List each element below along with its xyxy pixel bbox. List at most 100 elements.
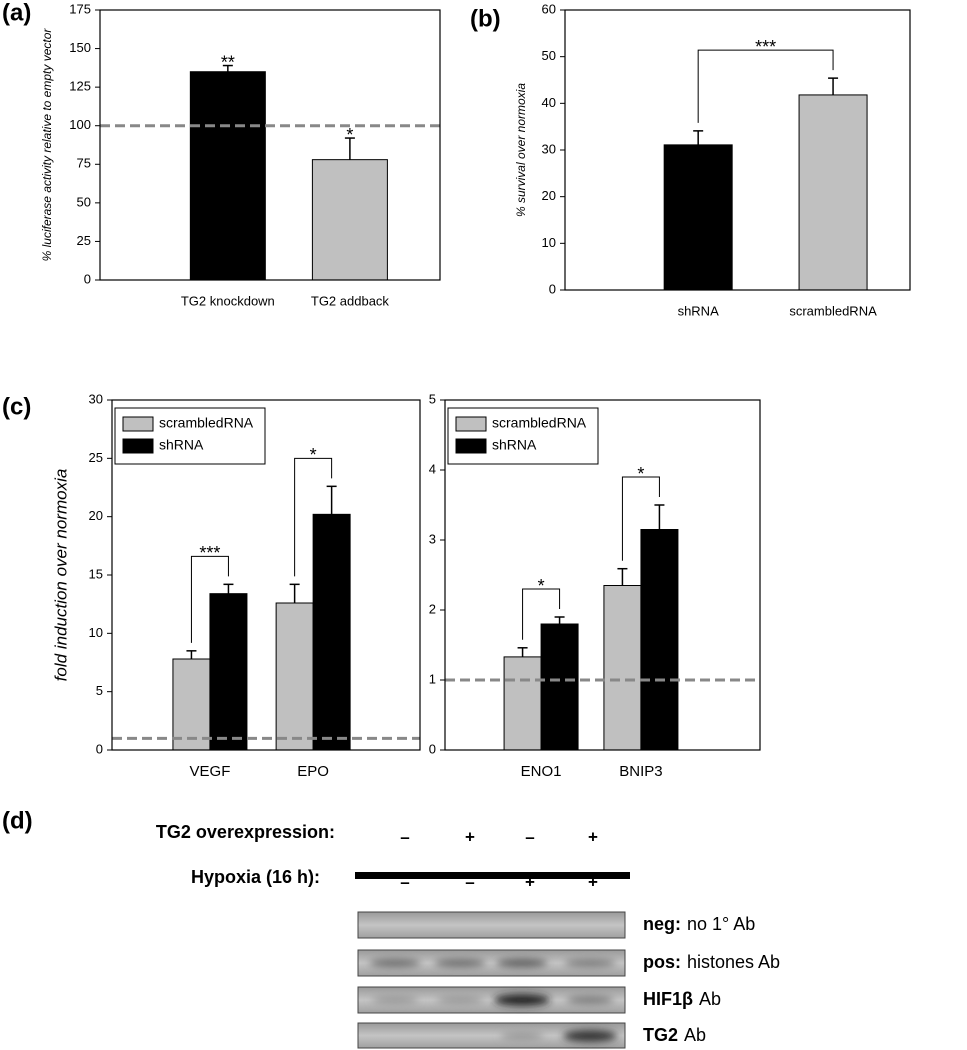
significance-label: *	[637, 464, 644, 484]
legend-label: scrambledRNA	[492, 415, 587, 431]
x-tick-label: scrambledRNA	[789, 303, 877, 318]
condition-sign: –	[400, 872, 409, 891]
row-label-bold: pos:	[643, 952, 681, 972]
y-tick-label: 5	[96, 683, 103, 698]
significance-bracket	[294, 457, 333, 577]
condition-label: Hypoxia (16 h):	[191, 867, 320, 887]
row-label: neg: no 1° Ab	[643, 914, 755, 934]
bar	[540, 623, 579, 751]
row-label-text: Ab	[699, 989, 721, 1009]
y-tick-label: 0	[84, 271, 91, 286]
y-axis-label: fold induction over normoxia	[51, 469, 70, 682]
bar	[312, 513, 351, 751]
x-tick-label: TG2 addback	[311, 293, 390, 308]
condition-sign: +	[588, 827, 598, 846]
significance-bracket	[621, 476, 660, 561]
bar	[189, 71, 266, 281]
gel-top-bar	[355, 872, 630, 879]
significance-label: **	[221, 52, 235, 72]
significance-bracket	[697, 49, 834, 123]
significance-label: *	[346, 125, 353, 145]
plot-frame	[111, 399, 421, 751]
condition-sign: +	[525, 872, 535, 891]
legend-swatch	[455, 438, 487, 454]
x-tick-label: ENO1	[521, 763, 562, 780]
bar	[603, 585, 642, 751]
y-tick-label: 1	[429, 671, 436, 686]
row-label-text: histones Ab	[687, 952, 780, 972]
legend-label: shRNA	[492, 437, 537, 453]
x-tick-label: EPO	[297, 763, 329, 780]
bar	[275, 602, 314, 751]
y-tick-label: 30	[89, 391, 103, 406]
row-label: TG2 Ab	[643, 1025, 706, 1045]
condition-sign: –	[465, 872, 474, 891]
y-tick-label: 175	[69, 1, 91, 16]
y-tick-label: 0	[549, 281, 556, 296]
significance-label: ***	[755, 37, 776, 57]
y-tick-label: 60	[542, 1, 556, 16]
y-tick-label: 75	[77, 156, 91, 171]
y-tick-label: 20	[542, 188, 556, 203]
y-axis-label: % luciferase activity relative to empty …	[40, 28, 54, 262]
significance-bracket	[190, 555, 229, 643]
row-label-bold: HIF1β	[643, 989, 693, 1009]
row-label-text: no 1° Ab	[687, 914, 755, 934]
legend-swatch	[122, 438, 154, 454]
legend-label: shRNA	[159, 437, 204, 453]
x-tick-label: VEGF	[190, 763, 231, 780]
row-label: HIF1β Ab	[643, 989, 721, 1009]
y-tick-label: 25	[77, 233, 91, 248]
plot-frame	[444, 399, 761, 751]
y-tick-label: 15	[89, 566, 103, 581]
bar	[798, 94, 868, 291]
y-tick-label: 0	[96, 741, 103, 756]
gel-strip	[357, 911, 626, 939]
y-tick-label: 150	[69, 40, 91, 55]
y-tick-label: 40	[542, 95, 556, 110]
y-tick-label: 10	[542, 235, 556, 250]
condition-sign: –	[400, 827, 409, 846]
gel	[355, 872, 630, 1049]
panel-label: (d)	[2, 807, 33, 834]
legend-label: scrambledRNA	[159, 415, 254, 431]
row-label-bold: TG2	[643, 1025, 678, 1045]
y-tick-label: 20	[89, 508, 103, 523]
y-tick-label: 50	[77, 194, 91, 209]
row-label: pos: histones Ab	[643, 952, 780, 972]
y-tick-label: 3	[429, 531, 436, 546]
condition-sign: +	[588, 872, 598, 891]
bar	[311, 159, 388, 281]
y-tick-label: 25	[89, 450, 103, 465]
panel-label: (c)	[2, 393, 31, 420]
bar	[640, 529, 679, 751]
bar	[663, 144, 733, 291]
bar	[503, 656, 542, 751]
y-tick-label: 0	[429, 741, 436, 756]
plot-frame	[564, 9, 911, 291]
condition-label: TG2 overexpression:	[156, 822, 335, 842]
significance-bracket	[522, 588, 561, 640]
bar	[172, 658, 211, 751]
x-tick-label: TG2 knockdown	[181, 293, 275, 308]
y-tick-label: 10	[89, 625, 103, 640]
y-tick-label: 30	[542, 141, 556, 156]
legend-swatch	[455, 416, 487, 432]
legend-swatch	[122, 416, 154, 432]
y-tick-label: 125	[69, 79, 91, 94]
y-axis-label: % survival over normoxia	[514, 83, 528, 217]
significance-label: *	[310, 445, 317, 465]
condition-sign: +	[465, 827, 475, 846]
x-tick-label: shRNA	[678, 303, 720, 318]
row-label-bold: neg:	[643, 914, 681, 934]
panel-label: (b)	[470, 5, 501, 32]
panel-label: (a)	[2, 0, 31, 26]
significance-label: ***	[199, 543, 220, 563]
condition-sign: –	[525, 827, 534, 846]
y-tick-label: 50	[542, 48, 556, 63]
y-tick-label: 100	[69, 117, 91, 132]
significance-label: *	[538, 576, 545, 596]
y-tick-label: 4	[429, 461, 436, 476]
plot-frame	[99, 9, 441, 281]
